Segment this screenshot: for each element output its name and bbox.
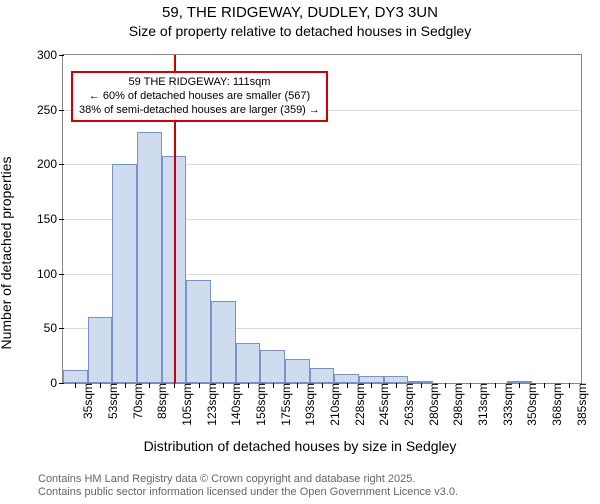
histogram-bar [186, 280, 211, 383]
x-tick-label: 228sqm [351, 383, 367, 426]
y-tick-label: 50 [44, 321, 63, 335]
histogram-bar [112, 164, 137, 383]
x-tick-label: 105sqm [178, 383, 194, 426]
x-tick-mark [248, 383, 249, 388]
x-tick-label: 263sqm [400, 383, 416, 426]
x-tick-label: 88sqm [153, 383, 169, 419]
y-tick-label: 250 [37, 103, 63, 117]
x-tick-mark [174, 383, 175, 388]
x-tick-label: 53sqm [104, 383, 120, 419]
x-tick-mark [273, 383, 274, 388]
x-tick-mark [297, 383, 298, 388]
histogram-bar [285, 359, 310, 383]
annotation-line: ← 60% of detached houses are smaller (56… [79, 90, 320, 104]
footer-attribution: Contains HM Land Registry data © Crown c… [38, 473, 458, 501]
x-tick-mark [470, 383, 471, 388]
histogram-bar [334, 374, 359, 383]
x-axis-label: Distribution of detached houses by size … [144, 438, 457, 454]
x-tick-label: 140sqm [227, 383, 243, 426]
histogram-bar [137, 132, 162, 383]
x-tick-mark [421, 383, 422, 388]
y-tick-label: 150 [37, 212, 63, 226]
x-tick-mark [544, 383, 545, 388]
x-tick-mark [347, 383, 348, 388]
y-axis-label: Number of detached properties [0, 157, 14, 350]
y-tick-label: 300 [37, 48, 63, 62]
x-tick-mark [519, 383, 520, 388]
x-tick-mark [75, 383, 76, 388]
x-tick-label: 193sqm [301, 383, 317, 426]
x-tick-label: 35sqm [79, 383, 95, 419]
page-title: 59, THE RIDGEWAY, DUDLEY, DY3 3UN [0, 4, 600, 23]
x-tick-mark [396, 383, 397, 388]
x-tick-mark [322, 383, 323, 388]
x-tick-mark [149, 383, 150, 388]
footer-line-1: Contains HM Land Registry data © Crown c… [38, 473, 458, 487]
x-tick-mark [371, 383, 372, 388]
y-tick-label: 100 [37, 267, 63, 281]
x-tick-label: 280sqm [425, 383, 441, 426]
x-tick-label: 70sqm [129, 383, 145, 419]
x-tick-mark [569, 383, 570, 388]
histogram-bar [310, 368, 335, 383]
x-tick-mark [100, 383, 101, 388]
x-tick-label: 313sqm [474, 383, 490, 426]
chart-container: Number of detached properties 0501001502… [0, 48, 600, 458]
histogram-bar [211, 301, 236, 383]
x-tick-mark [223, 383, 224, 388]
footer-line-2: Contains public sector information licen… [38, 486, 458, 500]
histogram-bar [260, 350, 285, 383]
x-tick-label: 368sqm [548, 383, 564, 426]
annotation-line: 59 THE RIDGEWAY: 111sqm [79, 76, 320, 90]
x-tick-mark [125, 383, 126, 388]
plot-area: 05010015020025030035sqm53sqm70sqm88sqm10… [62, 54, 582, 384]
annotation-box: 59 THE RIDGEWAY: 111sqm← 60% of detached… [71, 71, 328, 122]
y-tick-label: 200 [37, 157, 63, 171]
x-tick-label: 158sqm [252, 383, 268, 426]
x-tick-label: 333sqm [499, 383, 515, 426]
x-tick-label: 123sqm [203, 383, 219, 426]
x-tick-mark [445, 383, 446, 388]
x-tick-label: 298sqm [449, 383, 465, 426]
x-tick-label: 210sqm [326, 383, 342, 426]
histogram-bar [88, 317, 113, 383]
x-tick-label: 385sqm [573, 383, 589, 426]
histogram-bar [63, 370, 88, 383]
x-tick-mark [199, 383, 200, 388]
x-tick-label: 350sqm [523, 383, 539, 426]
histogram-bar [236, 343, 261, 383]
y-tick-label: 0 [50, 376, 63, 390]
page-subtitle: Size of property relative to detached ho… [0, 23, 600, 41]
x-tick-label: 175sqm [277, 383, 293, 426]
x-tick-mark [495, 383, 496, 388]
annotation-line: 38% of semi-detached houses are larger (… [79, 104, 320, 118]
x-tick-label: 245sqm [375, 383, 391, 426]
